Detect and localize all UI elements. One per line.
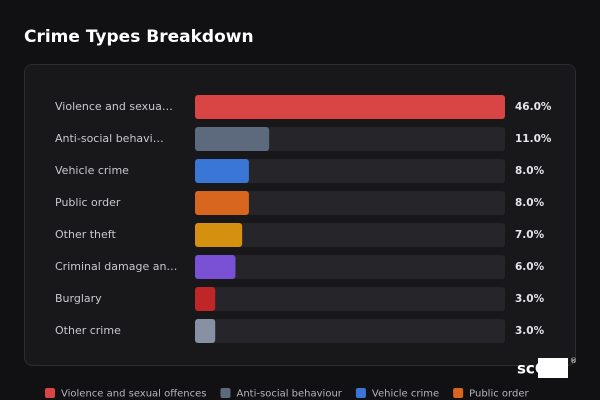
legend-swatch: [453, 388, 464, 398]
logo-box: [538, 358, 568, 378]
bar-track: [195, 159, 505, 183]
bar: [195, 223, 243, 247]
bar-track: [195, 223, 505, 247]
legend-label: Violence and sexual offences: [61, 389, 207, 400]
bar-track: [195, 255, 505, 279]
category-label: Anti-social behavi…: [55, 132, 164, 145]
chart-title: Crime Types Breakdown: [24, 27, 254, 47]
category-label: Other theft: [55, 228, 116, 241]
bar: [195, 191, 249, 215]
value-label: 3.0%: [515, 325, 545, 337]
bar-track: [195, 287, 505, 311]
bar: [195, 159, 249, 183]
value-label: 8.0%: [515, 197, 545, 209]
category-label: Burglary: [55, 292, 102, 305]
bar: [195, 319, 216, 343]
value-label: 7.0%: [515, 229, 545, 241]
legend-swatch: [220, 388, 231, 398]
category-label: Other crime: [55, 324, 121, 337]
bar: [195, 127, 270, 151]
bar-track: [195, 191, 505, 215]
legend-label: Vehicle crime: [372, 389, 439, 400]
legend-swatch: [45, 388, 55, 398]
value-label: 6.0%: [515, 261, 545, 273]
value-label: 11.0%: [515, 133, 552, 145]
bar-track: [195, 319, 505, 343]
bar: [195, 287, 216, 311]
category-label: Violence and sexua…: [55, 100, 173, 113]
legend-label: Public order: [469, 389, 529, 400]
logo-mark: ®: [570, 357, 577, 365]
legend-swatch: [355, 388, 366, 398]
bar: [195, 95, 505, 119]
bar: [195, 255, 236, 279]
value-label: 46.0%: [515, 101, 552, 113]
bar-track: [195, 127, 505, 151]
value-label: 3.0%: [515, 293, 545, 305]
legend-label: Anti-social behaviour: [237, 389, 343, 400]
category-label: Vehicle crime: [55, 164, 129, 177]
category-label: Criminal damage an…: [55, 260, 177, 273]
category-label: Public order: [55, 196, 121, 209]
value-label: 8.0%: [515, 165, 545, 177]
watermark: scOS: [517, 360, 558, 378]
